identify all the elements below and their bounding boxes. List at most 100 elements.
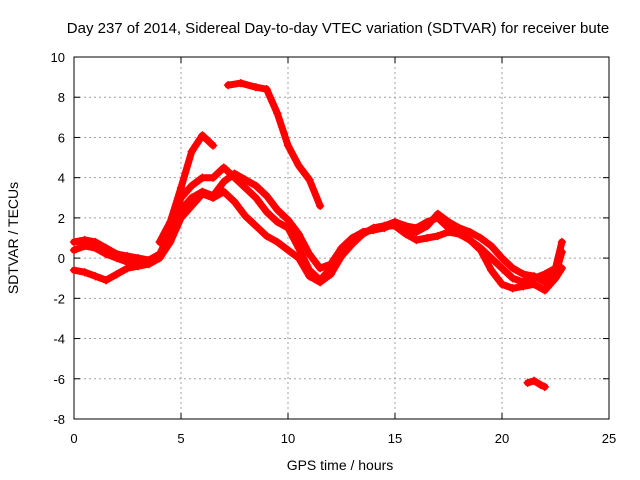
chart-title: Day 237 of 2014, Sidereal Day-to-day VTE… bbox=[67, 20, 609, 37]
data-point bbox=[557, 247, 567, 257]
y-tick-label: 0 bbox=[58, 251, 65, 266]
data-point bbox=[155, 253, 164, 263]
data-point bbox=[240, 175, 250, 184]
data-point bbox=[529, 271, 539, 281]
data-point bbox=[176, 183, 186, 192]
data-point bbox=[315, 277, 325, 287]
series-arc-3 bbox=[69, 187, 567, 295]
data-point bbox=[294, 243, 303, 253]
series-line bbox=[156, 131, 217, 246]
data-point bbox=[540, 382, 550, 392]
data-point bbox=[412, 227, 421, 237]
data-point bbox=[223, 80, 233, 90]
data-point bbox=[523, 378, 532, 388]
data-point bbox=[540, 277, 550, 287]
data-point bbox=[283, 245, 293, 255]
data-point bbox=[187, 181, 196, 190]
data-point bbox=[347, 239, 357, 249]
data-point bbox=[80, 241, 89, 251]
y-tick-label: 4 bbox=[58, 171, 65, 186]
data-point bbox=[262, 191, 271, 201]
y-tick-label: 8 bbox=[58, 90, 65, 105]
y-axis-label: SDTVAR / TECUs bbox=[5, 182, 21, 294]
data-point bbox=[230, 197, 239, 207]
data-point bbox=[497, 263, 507, 273]
data-point bbox=[433, 231, 443, 241]
data-point bbox=[551, 273, 560, 283]
data-point bbox=[412, 235, 421, 245]
series-group bbox=[69, 78, 567, 392]
data-point bbox=[454, 229, 464, 239]
data-point bbox=[557, 263, 567, 273]
data-point bbox=[251, 193, 261, 203]
data-point bbox=[262, 84, 271, 94]
data-point bbox=[166, 217, 175, 227]
data-point bbox=[91, 243, 100, 253]
data-point bbox=[487, 241, 496, 251]
data-point bbox=[294, 229, 303, 239]
data-point bbox=[508, 284, 517, 293]
data-point bbox=[401, 229, 410, 239]
data-point bbox=[91, 271, 100, 281]
data-point bbox=[508, 263, 517, 273]
data-point bbox=[358, 229, 368, 239]
data-point bbox=[540, 286, 550, 295]
data-point bbox=[444, 227, 453, 237]
series-arc-6 bbox=[523, 376, 550, 392]
series-arc-4 bbox=[155, 131, 218, 247]
data-point bbox=[337, 251, 346, 261]
data-point bbox=[187, 147, 196, 156]
y-tick-label: 6 bbox=[58, 130, 65, 145]
data-point bbox=[273, 237, 282, 247]
data-point bbox=[305, 175, 314, 184]
data-point bbox=[187, 201, 196, 211]
x-tick-label: 15 bbox=[388, 431, 402, 446]
data-point bbox=[283, 223, 293, 233]
y-tick-label: -2 bbox=[53, 291, 65, 306]
data-point bbox=[251, 181, 261, 190]
data-point bbox=[155, 237, 164, 247]
data-point bbox=[380, 221, 389, 231]
x-tick-label: 5 bbox=[177, 431, 184, 446]
data-point bbox=[283, 215, 293, 225]
data-point bbox=[369, 223, 378, 233]
y-tick-label: -4 bbox=[53, 332, 65, 347]
data-point bbox=[497, 280, 507, 289]
data-point bbox=[251, 82, 261, 92]
data-point bbox=[219, 187, 229, 196]
data-point bbox=[540, 269, 550, 279]
axis-ticks bbox=[73, 56, 610, 420]
plot-frame bbox=[73, 56, 610, 420]
data-point bbox=[198, 189, 207, 199]
data-point bbox=[315, 201, 325, 211]
data-point bbox=[326, 269, 336, 279]
data-point bbox=[422, 233, 432, 243]
data-point bbox=[529, 280, 539, 289]
data-point bbox=[80, 267, 89, 277]
data-point bbox=[101, 275, 111, 285]
grid bbox=[74, 57, 609, 419]
data-point bbox=[465, 235, 475, 245]
x-tick-label: 10 bbox=[281, 431, 295, 446]
data-point bbox=[69, 237, 79, 247]
data-point bbox=[262, 231, 271, 241]
data-point bbox=[529, 376, 539, 386]
x-axis-label: GPS time / hours bbox=[287, 457, 394, 473]
data-point bbox=[240, 183, 250, 192]
data-point bbox=[283, 141, 293, 150]
data-point bbox=[69, 265, 79, 275]
data-point bbox=[422, 221, 432, 231]
data-point bbox=[305, 271, 314, 281]
x-tick-labels: 0 5 10 15 20 25 bbox=[70, 431, 616, 446]
data-point bbox=[305, 249, 314, 259]
data-point bbox=[519, 269, 528, 279]
data-point bbox=[69, 245, 79, 255]
series-arc-5 bbox=[223, 78, 325, 211]
data-point bbox=[508, 273, 517, 283]
data-point bbox=[273, 109, 282, 118]
data-point bbox=[273, 217, 282, 227]
data-point bbox=[251, 221, 261, 231]
data-point bbox=[497, 253, 507, 263]
data-point bbox=[166, 237, 175, 247]
